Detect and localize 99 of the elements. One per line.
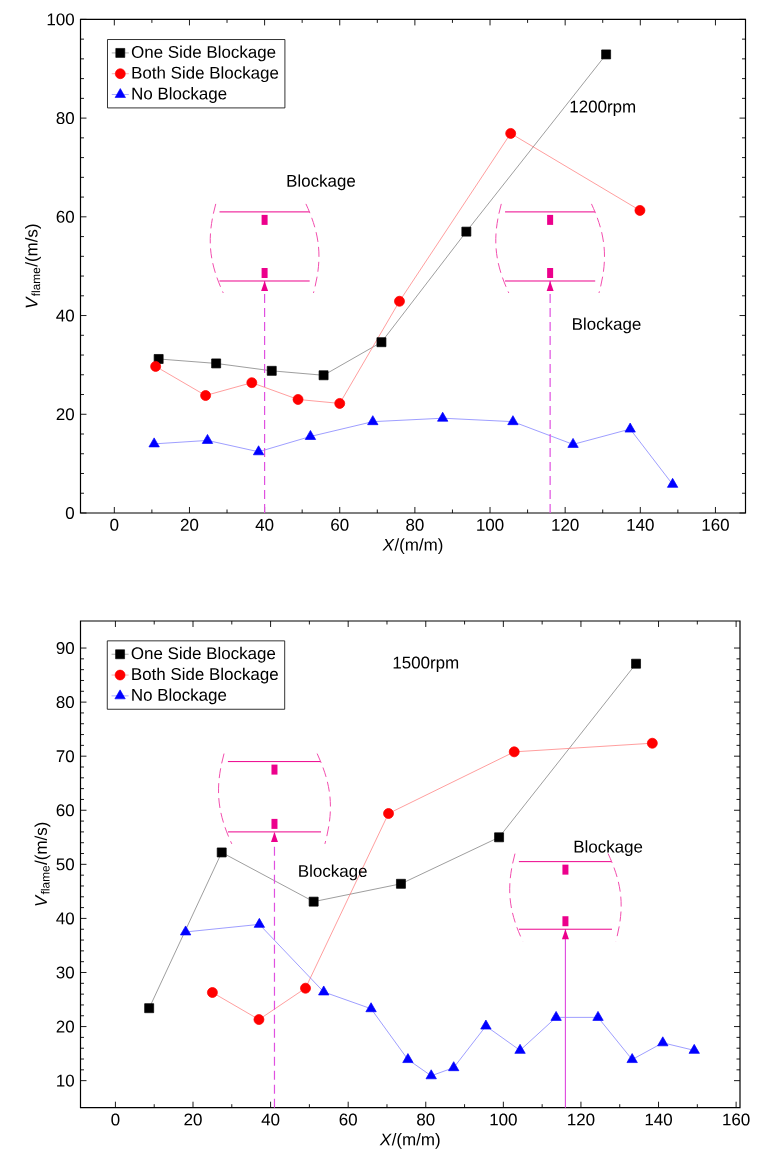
- x-tick-label: 80: [406, 518, 424, 531]
- point: [308, 896, 319, 907]
- x-tick-label: 140: [645, 1113, 672, 1126]
- point: [365, 1002, 377, 1013]
- point: [216, 847, 227, 858]
- x-axis-title: X/(m/m): [379, 1133, 440, 1149]
- point: [180, 925, 192, 936]
- annotation: Blockage: [574, 840, 643, 857]
- x-tick-label: 140: [627, 518, 654, 531]
- y-tick-label: 60: [56, 804, 74, 817]
- point: [334, 398, 346, 409]
- point: [550, 1011, 562, 1021]
- y-tick-label: 40: [56, 912, 74, 925]
- legend-label: Both Side Blockage: [132, 667, 278, 684]
- x-axis-title: X/(m/m): [382, 538, 443, 555]
- y-tick-label: 40: [56, 309, 74, 322]
- point: [624, 422, 636, 433]
- point: [211, 358, 221, 369]
- legend-label: Both Side Blockage: [132, 66, 279, 83]
- point: [505, 128, 517, 139]
- point: [402, 1053, 414, 1063]
- annotation: Blockage: [299, 864, 367, 881]
- point: [646, 737, 658, 749]
- x-tick-label: 40: [255, 518, 274, 531]
- x-tick-label: 0: [110, 518, 119, 531]
- point: [318, 985, 330, 996]
- point: [425, 1069, 437, 1080]
- point: [688, 1044, 700, 1054]
- point: [634, 205, 646, 216]
- x-tick-label: 100: [490, 1113, 517, 1126]
- x-tick-label: 60: [331, 518, 349, 531]
- point: [300, 982, 311, 994]
- point: [304, 430, 316, 440]
- y-tick-label: 60: [56, 210, 74, 223]
- point: [508, 746, 520, 758]
- point: [318, 370, 329, 381]
- y-tick-label: 20: [56, 408, 74, 421]
- annotation: Blockage: [287, 174, 356, 191]
- y-tick-label: 80: [56, 696, 74, 709]
- x-tick-label: 120: [568, 1113, 595, 1126]
- x-tick-label: 40: [261, 1113, 280, 1126]
- annotation: 1500rpm: [393, 656, 459, 672]
- point: [667, 478, 679, 488]
- point: [592, 1011, 604, 1021]
- point: [657, 1036, 669, 1047]
- y-axis-title: V$_{flame}$/(m/s): [25, 224, 41, 308]
- point: [292, 394, 304, 405]
- legend-label: One Side Blockage: [131, 45, 276, 62]
- y-tick-label: 50: [56, 858, 74, 871]
- legend-label: One Side Blockage: [131, 646, 276, 663]
- point: [144, 1003, 155, 1014]
- point: [200, 390, 211, 401]
- point: [266, 365, 277, 376]
- point: [201, 434, 214, 444]
- point: [507, 415, 519, 426]
- point: [383, 808, 394, 819]
- legend-label: No Blockage: [132, 87, 227, 103]
- point: [150, 361, 161, 372]
- x-tick-label: 20: [180, 518, 199, 531]
- point: [396, 878, 406, 889]
- point: [480, 1019, 492, 1030]
- point: [494, 832, 504, 843]
- annotation: Blockage: [573, 317, 641, 334]
- y-tick-label: 0: [65, 506, 74, 519]
- point: [514, 1044, 526, 1054]
- y-tick-label: 70: [56, 750, 74, 763]
- y-tick-label: 90: [56, 642, 74, 655]
- x-tick-label: 80: [417, 1113, 435, 1126]
- point: [626, 1053, 638, 1063]
- y-tick-label: 30: [56, 966, 74, 979]
- x-tick-label: 20: [184, 1113, 202, 1126]
- point: [253, 445, 265, 456]
- point: [367, 415, 379, 426]
- point: [461, 226, 472, 237]
- x-tick-label: 60: [339, 1113, 357, 1126]
- y-tick-label: 100: [47, 13, 74, 26]
- point: [207, 987, 218, 998]
- point: [437, 411, 449, 422]
- point: [601, 49, 611, 60]
- y-axis-title: V$_{flame}$/(m/s): [34, 822, 51, 906]
- legend-label: No Blockage: [132, 688, 227, 705]
- x-tick-label: 160: [723, 1113, 750, 1126]
- point: [376, 337, 387, 348]
- x-tick-label: 160: [702, 518, 729, 531]
- y-tick-label: 20: [56, 1020, 74, 1033]
- x-tick-label: 100: [477, 518, 504, 531]
- point: [253, 1014, 265, 1025]
- y-tick-label: 80: [56, 112, 74, 125]
- annotation: 1200rpm: [570, 100, 636, 116]
- point: [148, 437, 160, 448]
- x-tick-label: 0: [111, 1113, 120, 1126]
- point: [448, 1061, 460, 1072]
- y-tick-label: 10: [57, 1074, 74, 1087]
- point: [253, 918, 265, 928]
- point: [246, 377, 258, 389]
- point: [631, 658, 641, 669]
- point: [394, 295, 405, 307]
- point: [567, 438, 579, 448]
- x-tick-label: 120: [552, 518, 579, 531]
